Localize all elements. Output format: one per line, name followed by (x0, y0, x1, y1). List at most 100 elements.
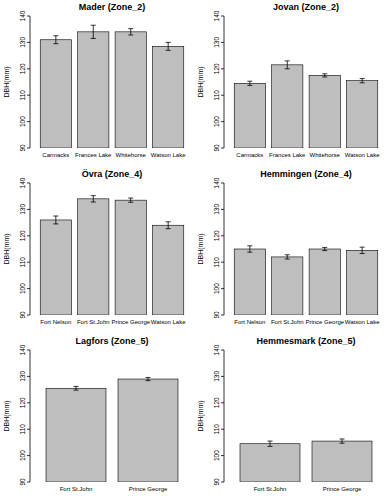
y-tick-label: 140 (213, 177, 220, 188)
error-bar (322, 247, 327, 250)
y-tick (221, 402, 224, 403)
y-tick (27, 16, 30, 17)
error-cap (268, 446, 273, 447)
error-cap (53, 216, 58, 217)
error-line (93, 25, 94, 38)
error-line (168, 222, 169, 229)
x-tick-label: Watson Lake (345, 319, 380, 325)
bar (118, 379, 178, 482)
error-cap (247, 245, 252, 246)
x-tick-label: Carmacks (42, 152, 69, 158)
bar (153, 225, 184, 315)
x-tick-label: Prince George (323, 486, 362, 492)
error-cap (322, 247, 327, 248)
y-tick (221, 288, 224, 289)
y-tick (221, 16, 224, 17)
y-tick-label: 130 (19, 371, 26, 382)
error-cap (360, 247, 365, 248)
x-tick-label: Whitehorse (310, 152, 341, 158)
y-tick (27, 95, 30, 96)
error-bar (268, 441, 273, 446)
title: Mader (Zone_2) (79, 2, 146, 12)
y-axis-label: DBH(mm) (197, 233, 205, 264)
y-tick (27, 262, 30, 263)
error-line (55, 36, 56, 44)
y-axis (30, 350, 31, 482)
error-cap (360, 253, 365, 254)
error-line (362, 247, 363, 253)
y-tick (221, 455, 224, 456)
error-bar (128, 198, 133, 202)
y-tick-label: 130 (19, 37, 26, 48)
y-tick (221, 68, 224, 69)
error-cap (74, 386, 79, 387)
bar (153, 46, 184, 148)
error-cap (247, 85, 252, 86)
error-bar (322, 74, 327, 77)
error-cap (53, 223, 58, 224)
panel: Mader (Zone_2)DBH(mm)90100110120130140Ca… (3, 2, 186, 158)
x-tick-label: Prince George (305, 319, 344, 325)
y-tick-label: 110 (19, 424, 26, 435)
error-line (148, 377, 149, 380)
y-tick-label: 130 (213, 371, 220, 382)
error-line (130, 198, 131, 202)
error-cap (128, 202, 133, 203)
panel: Lagfors (Zone_5)DBH(mm)90100110120130140… (3, 336, 178, 492)
error-line (168, 42, 169, 50)
x-tick-label: Prince George (129, 486, 168, 492)
y-tick (221, 262, 224, 263)
y-tick (221, 95, 224, 96)
bar (78, 32, 109, 148)
bar (272, 257, 303, 315)
error-line (55, 216, 56, 224)
error-line (287, 61, 288, 69)
error-line (249, 246, 250, 252)
error-bar (360, 79, 365, 83)
y-axis (224, 16, 225, 148)
bar (115, 200, 146, 315)
error-cap (268, 441, 273, 442)
y-tick-label: 130 (213, 204, 220, 215)
y-tick-label: 140 (213, 344, 220, 355)
plot-area (40, 196, 184, 315)
y-tick-label: 120 (19, 230, 26, 241)
error-cap (128, 198, 133, 199)
y-tick-label: 100 (213, 450, 220, 461)
x-tick-label: Watson Lake (151, 319, 186, 325)
y-axis-label: DBH(mm) (3, 400, 11, 431)
y-tick (221, 42, 224, 43)
error-cap (166, 42, 171, 43)
y-tick-label: 140 (19, 344, 26, 355)
y-tick-label: 130 (19, 204, 26, 215)
y-axis-label: DBH(mm) (3, 66, 11, 97)
x-tick-label: Whitehorse (116, 152, 147, 158)
y-tick (221, 235, 224, 236)
panel: Hemmingen (Zone_4)DBH(mm)901001101201301… (197, 169, 380, 325)
error-line (324, 247, 325, 250)
y-tick-label: 110 (213, 90, 220, 101)
bar (78, 199, 109, 315)
error-cap (74, 390, 79, 391)
y-tick (27, 183, 30, 184)
error-cap (166, 228, 171, 229)
y-tick (221, 183, 224, 184)
bar (272, 65, 303, 148)
plot-area (234, 246, 378, 315)
error-cap (247, 81, 252, 82)
y-tick (27, 121, 30, 122)
y-tick-label: 90 (213, 478, 220, 486)
error-cap (91, 202, 96, 203)
error-cap (53, 43, 58, 44)
x-tick-label: Fort St.John (60, 486, 93, 492)
bar (347, 250, 378, 315)
y-tick-label: 110 (19, 257, 26, 268)
error-cap (322, 250, 327, 251)
y-tick (27, 376, 30, 377)
y-axis (30, 16, 31, 148)
y-tick-label: 120 (19, 63, 26, 74)
error-bar (166, 222, 171, 229)
y-tick (221, 121, 224, 122)
bar (309, 249, 340, 315)
x-tick-label: Fort Nelson (234, 319, 265, 325)
